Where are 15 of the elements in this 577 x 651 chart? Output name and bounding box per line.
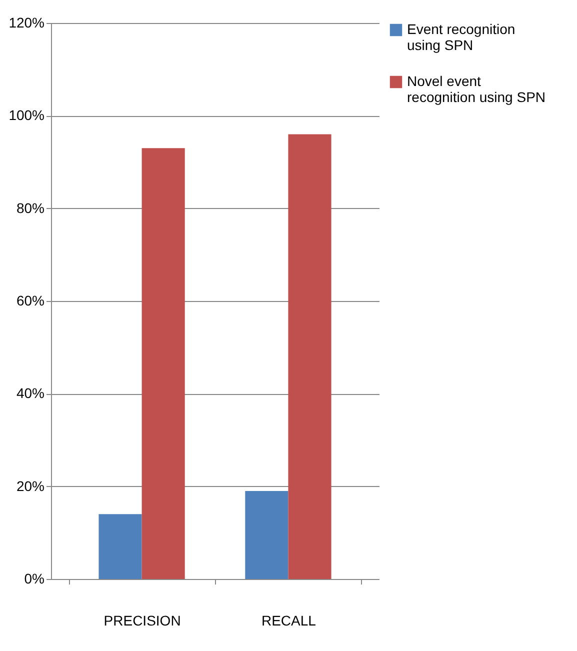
x-tick-label: PRECISION xyxy=(104,612,181,628)
y-tick-label: 100% xyxy=(8,107,44,124)
x-tick-label: RECALL xyxy=(261,612,316,628)
bar xyxy=(98,514,142,579)
y-tick-label: 120% xyxy=(8,14,44,30)
y-tick-label: 80% xyxy=(16,200,44,216)
y-tick-label: 20% xyxy=(16,478,44,494)
legend-label: Event recognition using SPN xyxy=(407,21,516,53)
y-tick-label: 60% xyxy=(16,292,44,308)
bar xyxy=(288,134,332,579)
bar xyxy=(142,148,185,579)
bar xyxy=(245,490,288,579)
y-tick-label: 40% xyxy=(16,385,44,402)
y-tick-label: 0% xyxy=(24,570,44,586)
legend-label: Novel event recognition using SPN xyxy=(407,73,546,105)
